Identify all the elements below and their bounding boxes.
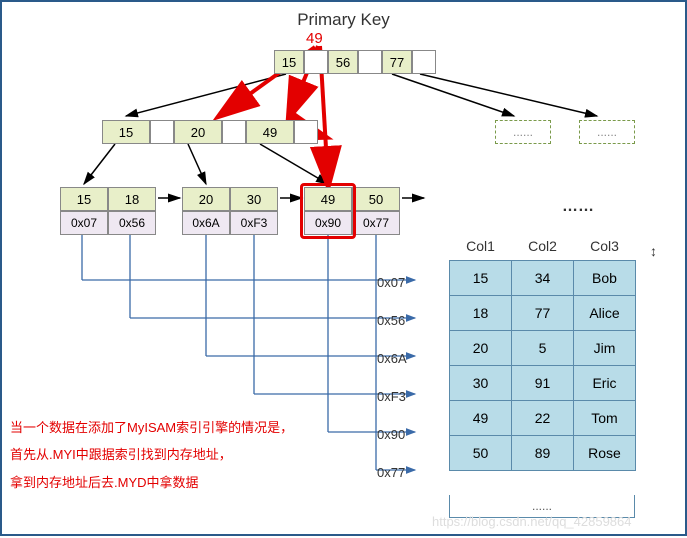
btree-leaf-node: 15180x070x56 [60, 187, 156, 235]
leaf-addr-cell: 0x6A [182, 211, 230, 235]
memory-addr-label: 0xF3 [377, 389, 406, 404]
table-cell: Jim [574, 331, 636, 366]
leaf-key-cell: 49 [304, 187, 352, 211]
node-cell [358, 50, 382, 74]
table-cell: Eric [574, 366, 636, 401]
btree-level2-node: 15 20 49 [102, 120, 318, 144]
leaf-key-cell: 30 [230, 187, 278, 211]
table-cell: 30 [450, 366, 512, 401]
leaf-key-cell: 20 [182, 187, 230, 211]
table-cell: 50 [450, 436, 512, 471]
leaf-addr-cell: 0x90 [304, 211, 352, 235]
table-cell: Tom [574, 401, 636, 436]
node-cell [412, 50, 436, 74]
btree-placeholder-node: ...... [579, 120, 635, 144]
table-row: 3091Eric [450, 366, 636, 401]
table-header: Col2 [512, 232, 574, 261]
node-cell [294, 120, 318, 144]
table-cell: 77 [512, 296, 574, 331]
memory-addr-label: 0x07 [377, 275, 405, 290]
watermark-text: https://blog.csdn.net/qq_42859864 [432, 514, 632, 529]
node-cell: 20 [174, 120, 222, 144]
table-cell: 5 [512, 331, 574, 366]
memory-addr-label: 0x56 [377, 313, 405, 328]
table-cell: Bob [574, 261, 636, 296]
node-cell: 15 [102, 120, 150, 144]
explanation-line: 首先从.MYI中跟据索引找到内存地址， [10, 441, 293, 468]
leaf-key-cell: 15 [60, 187, 108, 211]
leaf-key-cell: 50 [352, 187, 400, 211]
ellipsis-label: …… [562, 198, 594, 216]
table-row: 1534Bob [450, 261, 636, 296]
btree-leaf-node: 20300x6A0xF3 [182, 187, 278, 235]
node-cell: 15 [274, 50, 304, 74]
explanation-text: 当一个数据在添加了MyISAM索引引擎的情况是，首先从.MYI中跟据索引找到内存… [10, 414, 293, 496]
table-cell: 89 [512, 436, 574, 471]
table-cell: Rose [574, 436, 636, 471]
leaf-addr-cell: 0x56 [108, 211, 156, 235]
memory-addr-label: 0x6A [377, 351, 407, 366]
btree-leaf-node: 49500x900x77 [304, 187, 400, 235]
node-cell [150, 120, 174, 144]
table-cell: 18 [450, 296, 512, 331]
node-cell [304, 50, 328, 74]
data-table: Col1Col2Col31534Bob1877Alice205Jim3091Er… [449, 232, 636, 471]
table-header: Col3 [574, 232, 636, 261]
table-cell: 49 [450, 401, 512, 436]
leaf-addr-cell: 0xF3 [230, 211, 278, 235]
explanation-line: 拿到内存地址后去.MYD中拿数据 [10, 469, 293, 496]
table-header: Col1 [450, 232, 512, 261]
cursor-icon: ↕ [650, 243, 657, 259]
leaf-addr-cell: 0x07 [60, 211, 108, 235]
table-row: 5089Rose [450, 436, 636, 471]
table-cell: 20 [450, 331, 512, 366]
node-cell: 56 [328, 50, 358, 74]
table-cell: 15 [450, 261, 512, 296]
table-row: 205Jim [450, 331, 636, 366]
node-cell: 77 [382, 50, 412, 74]
explanation-line: 当一个数据在添加了MyISAM索引引擎的情况是， [10, 414, 293, 441]
red-search-key: 49 [306, 30, 323, 47]
leaf-addr-cell: 0x77 [352, 211, 400, 235]
table-cell: 34 [512, 261, 574, 296]
memory-addr-label: 0x90 [377, 427, 405, 442]
table-cell: 91 [512, 366, 574, 401]
node-cell [222, 120, 246, 144]
table-row: 1877Alice [450, 296, 636, 331]
table-cell: 22 [512, 401, 574, 436]
leaf-key-cell: 18 [108, 187, 156, 211]
table-row: 4922Tom [450, 401, 636, 436]
btree-root-node: 15 56 77 [274, 50, 436, 74]
node-cell: 49 [246, 120, 294, 144]
btree-placeholder-node: ...... [495, 120, 551, 144]
diagram-title: Primary Key [297, 10, 390, 30]
memory-addr-label: 0x77 [377, 465, 405, 480]
table-cell: Alice [574, 296, 636, 331]
